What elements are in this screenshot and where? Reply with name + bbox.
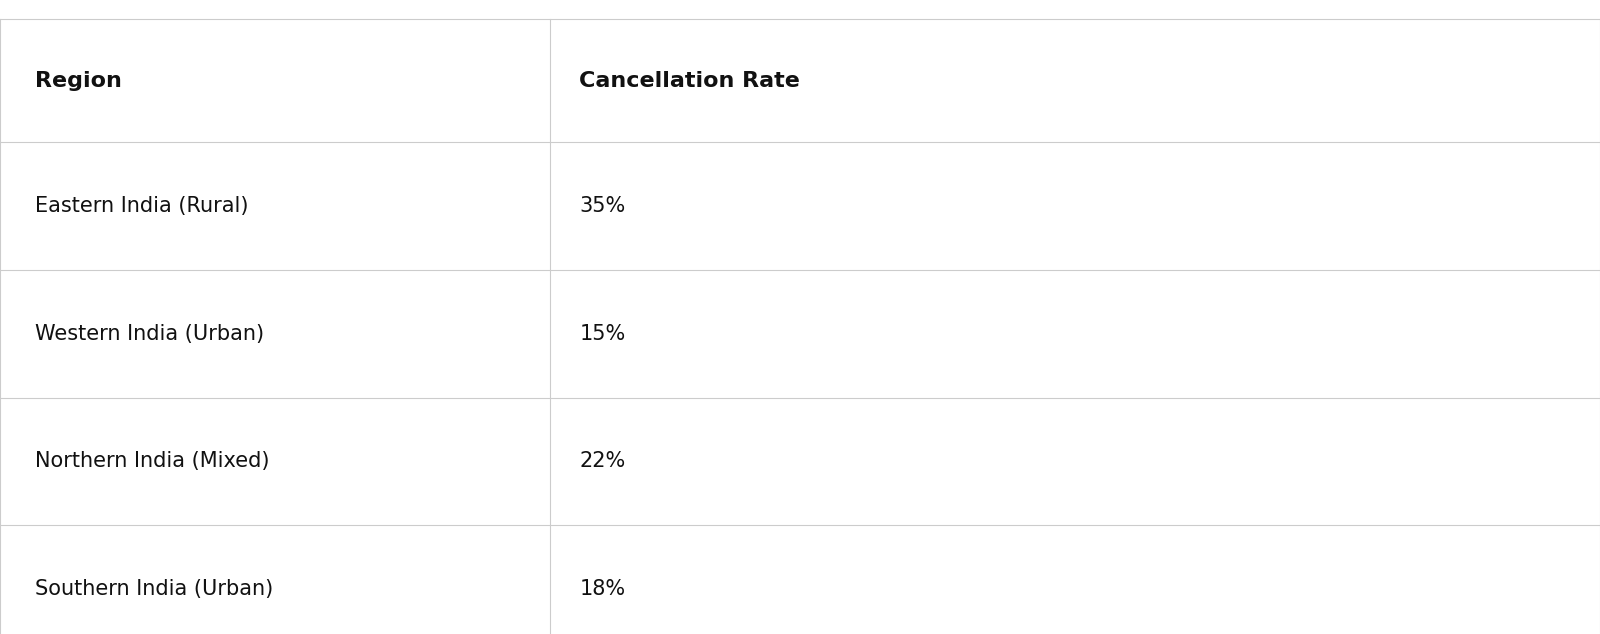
Text: Cancellation Rate: Cancellation Rate bbox=[579, 70, 800, 91]
Text: 18%: 18% bbox=[579, 579, 626, 599]
Text: 35%: 35% bbox=[579, 196, 626, 216]
Text: 22%: 22% bbox=[579, 451, 626, 472]
Text: Southern India (Urban): Southern India (Urban) bbox=[35, 579, 274, 599]
Text: Northern India (Mixed): Northern India (Mixed) bbox=[35, 451, 270, 472]
Text: Region: Region bbox=[35, 70, 122, 91]
Text: Eastern India (Rural): Eastern India (Rural) bbox=[35, 196, 248, 216]
Text: 15%: 15% bbox=[579, 323, 626, 344]
Text: Western India (Urban): Western India (Urban) bbox=[35, 323, 264, 344]
